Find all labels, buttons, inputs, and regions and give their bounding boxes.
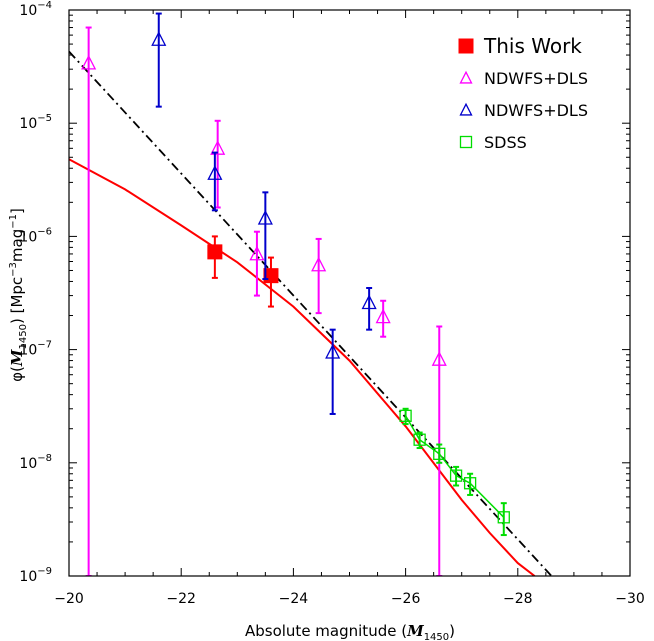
data-point (433, 447, 446, 460)
x-tick-label: −22 (166, 591, 196, 607)
x-axis-label: Absolute magnitude (M1450) (245, 622, 455, 641)
data-point (413, 433, 426, 446)
data-point (210, 140, 226, 155)
y-tick-label: 10−5 (19, 113, 52, 132)
data-point (249, 245, 265, 261)
legend-marker (459, 135, 473, 149)
legend-label: This Work (483, 34, 582, 58)
x-tick-label: −20 (54, 591, 84, 607)
y-tick-label: 10−8 (19, 453, 52, 472)
y-axis-label: φ(M1450) [Mpc−3mag−1] (8, 208, 29, 382)
y-tick-label: 10−6 (19, 226, 52, 245)
data-point (463, 477, 477, 490)
data-point (207, 165, 223, 180)
power-law-curve (69, 50, 553, 576)
data-point (151, 31, 167, 46)
y-tick-label: 10−4 (19, 0, 52, 19)
data-point (375, 308, 391, 324)
legend-marker (459, 70, 473, 84)
data-point (207, 244, 223, 260)
data-point (497, 511, 510, 524)
data-point (325, 343, 341, 359)
data-point (81, 54, 97, 70)
x-tick-label: −24 (279, 591, 309, 607)
x-tick-label: −28 (503, 591, 533, 607)
data-point (361, 294, 377, 310)
legend-label: NDWFS+DLS (484, 101, 588, 120)
legend-marker (459, 102, 473, 116)
model-curves (69, 50, 553, 576)
x-tick-label: −30 (615, 591, 645, 607)
model-fit-curve (69, 158, 536, 576)
y-tick-label: 10−7 (19, 340, 52, 359)
data-point (257, 209, 273, 225)
x-tick-label: −26 (391, 591, 421, 607)
data-point (449, 469, 463, 482)
plot-frame (68, 9, 631, 577)
data-point (399, 409, 412, 422)
data-point (431, 351, 447, 366)
legend-label: NDWFS+DLS (484, 69, 588, 88)
data-points (81, 12, 510, 576)
legend: This Work NDWFS+DLS NDWFS+DLS SDSS (458, 34, 588, 152)
y-tick-label: 10−9 (19, 566, 52, 585)
axis-ticks: −20 −22 −24 −26 −28 −30 10−9 10−8 10−7 10−6 10−5 10… (19, 0, 644, 607)
legend-label: SDSS (484, 133, 527, 152)
data-point (311, 256, 327, 272)
legend-marker (458, 38, 474, 54)
